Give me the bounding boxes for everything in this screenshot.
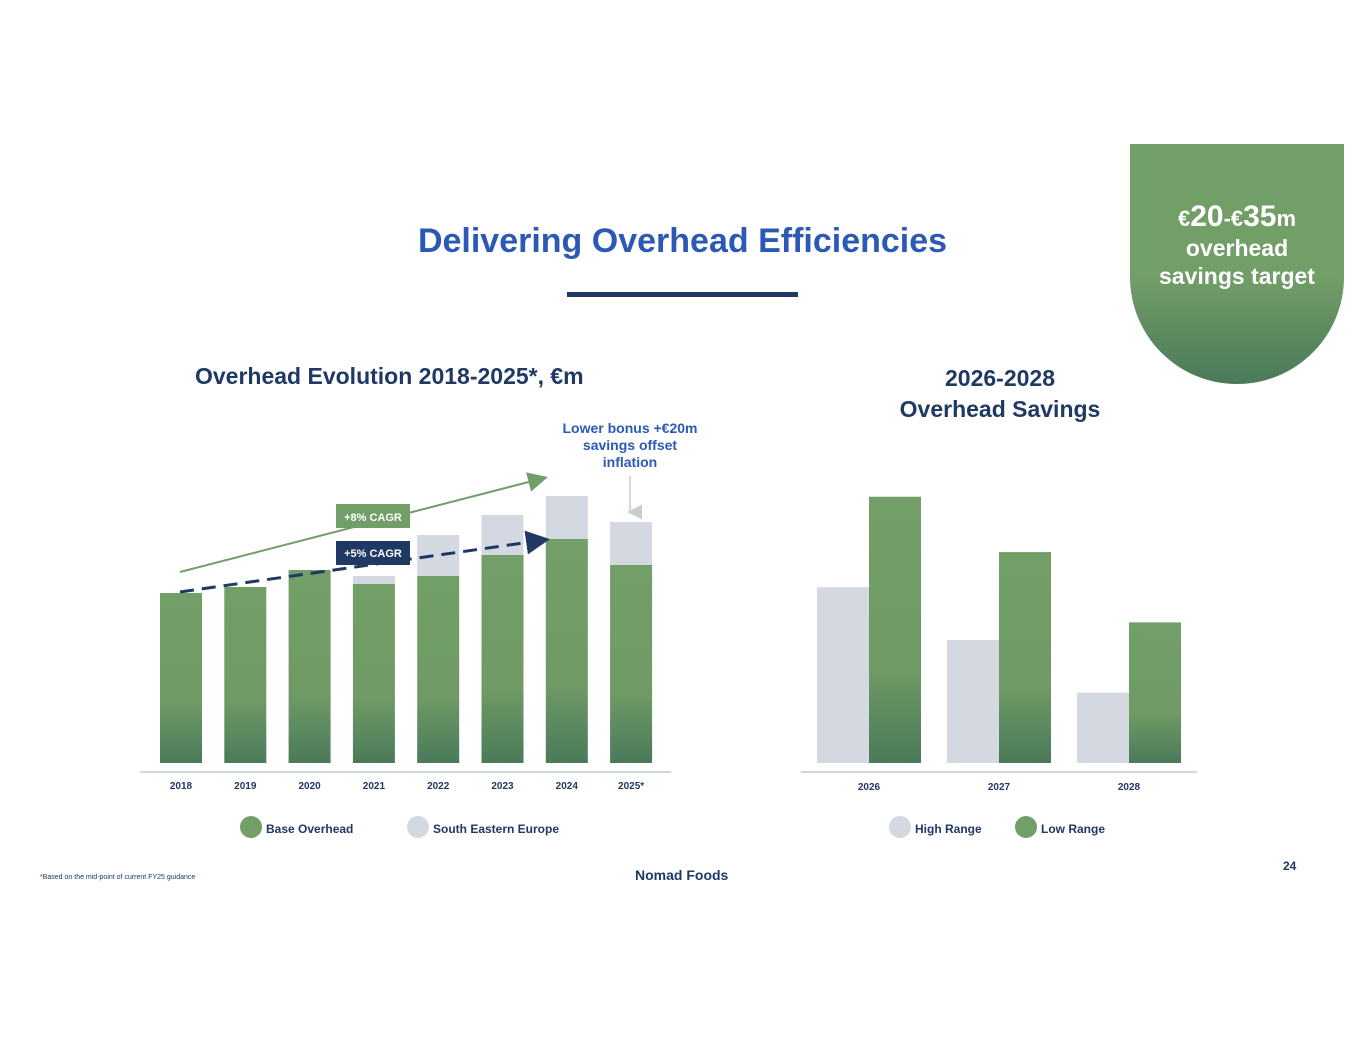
bar-low-range-2026 <box>869 496 921 763</box>
x-tick-2019: 2019 <box>234 781 257 792</box>
legend-south-eastern-europe-label: South Eastern Europe <box>433 822 559 836</box>
legend-base-overhead-label: Base Overhead <box>266 822 353 836</box>
cagr-5-label: +5% CAGR <box>344 548 402 560</box>
bar-low-range-2027 <box>999 552 1051 763</box>
bar-high-range-2027 <box>947 639 999 763</box>
callout-line-1: Lower bonus +€20m <box>563 420 698 436</box>
title-underline <box>567 292 798 297</box>
callout-line-2: savings offset <box>583 437 677 453</box>
bar-base-overhead-2020 <box>288 570 331 763</box>
badge-sublabel: savings target <box>1159 263 1315 289</box>
bar-base-overhead-2019 <box>224 587 267 763</box>
footnote: *Based on the mid-point of current FY25 … <box>40 874 196 881</box>
bar-high-range-2028 <box>1077 692 1129 763</box>
x-tick-2024: 2024 <box>556 781 579 792</box>
bar-south-eastern-europe-2021 <box>352 576 395 584</box>
bar-base-overhead-2018 <box>160 593 202 763</box>
cagr-5-trend-line <box>179 530 550 594</box>
x-tick-2028: 2028 <box>1118 782 1141 793</box>
savings-target-badge: €20-€35m overhead savings target <box>1130 144 1344 384</box>
right-chart-x-ticks: 2026 2027 2028 <box>858 782 1141 793</box>
bar-base-overhead-2024 <box>545 539 588 763</box>
left-chart-x-ticks: 2018 2019 2020 2021 2022 2023 2024 2025* <box>170 781 644 792</box>
x-tick-2020: 2020 <box>298 781 321 792</box>
x-tick-2021: 2021 <box>363 781 386 792</box>
nomad-foods-logo: Nomad Foods <box>635 867 729 883</box>
left-chart-bars <box>160 496 653 763</box>
legend-low-range-label: Low Range <box>1041 822 1105 836</box>
x-tick-2027: 2027 <box>988 782 1011 793</box>
cagr-8-label: +8% CAGR <box>344 512 402 524</box>
page-number: 24 <box>1283 859 1297 873</box>
x-tick-2023: 2023 <box>491 781 514 792</box>
x-tick-2026: 2026 <box>858 782 881 793</box>
cagr-5-label-box <box>336 541 410 565</box>
bar-low-range-2028 <box>1129 622 1181 763</box>
right-chart-title: 2026-2028 Overhead Savings <box>899 365 1101 422</box>
badge-label: overhead <box>1185 235 1289 261</box>
bar-base-overhead-2023 <box>481 555 524 763</box>
bar-high-range-2026 <box>817 587 869 763</box>
x-tick-2025: 2025* <box>618 781 644 792</box>
callout-line-3: inflation <box>603 454 657 470</box>
legend-high-range-swatch <box>889 816 911 838</box>
cagr-8-label-box <box>336 504 410 528</box>
bar-base-overhead-2022 <box>417 576 460 763</box>
left-chart-title: Overhead Evolution 2018-2025*, €m <box>195 363 584 389</box>
bar-south-eastern-europe-2025 <box>610 522 653 565</box>
bar-south-eastern-europe-2022 <box>417 535 460 576</box>
x-tick-2018: 2018 <box>170 781 193 792</box>
bar-base-overhead-2025 <box>610 565 653 763</box>
badge-range: €20-€35m <box>1177 200 1297 233</box>
legend-south-eastern-europe-swatch <box>407 816 429 838</box>
legend-low-range-swatch <box>1015 816 1037 838</box>
bar-base-overhead-2021 <box>352 584 395 763</box>
bar-south-eastern-europe-2024 <box>545 496 588 539</box>
right-chart-bars <box>817 496 1181 763</box>
x-tick-2022: 2022 <box>427 781 450 792</box>
legend-high-range-label: High Range <box>915 822 982 836</box>
page-title: Delivering Overhead Efficiencies <box>417 222 948 260</box>
legend-base-overhead-swatch <box>240 816 262 838</box>
